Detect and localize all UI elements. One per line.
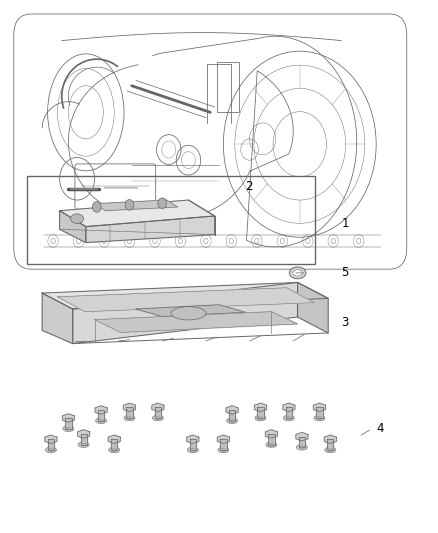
Polygon shape xyxy=(296,432,308,441)
Ellipse shape xyxy=(46,447,57,453)
Polygon shape xyxy=(136,305,245,317)
Polygon shape xyxy=(126,407,133,418)
Polygon shape xyxy=(268,434,275,445)
Polygon shape xyxy=(60,211,86,243)
Ellipse shape xyxy=(289,267,306,279)
Text: 2: 2 xyxy=(245,180,253,193)
Polygon shape xyxy=(95,312,297,333)
Polygon shape xyxy=(86,216,215,243)
Ellipse shape xyxy=(293,270,302,276)
Polygon shape xyxy=(60,200,215,227)
Bar xyxy=(217,62,239,112)
Ellipse shape xyxy=(63,426,74,432)
Polygon shape xyxy=(283,403,295,411)
Polygon shape xyxy=(124,403,135,411)
Ellipse shape xyxy=(124,415,135,421)
Polygon shape xyxy=(220,439,226,450)
Polygon shape xyxy=(95,200,177,211)
Ellipse shape xyxy=(226,418,237,424)
Polygon shape xyxy=(316,407,322,418)
Polygon shape xyxy=(152,403,164,411)
Polygon shape xyxy=(286,407,292,418)
Circle shape xyxy=(158,198,166,208)
Polygon shape xyxy=(155,407,161,418)
Ellipse shape xyxy=(297,445,307,450)
Ellipse shape xyxy=(152,415,163,421)
Bar xyxy=(27,176,315,264)
Polygon shape xyxy=(313,403,325,411)
Circle shape xyxy=(125,199,134,210)
Ellipse shape xyxy=(283,415,294,421)
Polygon shape xyxy=(62,414,74,422)
Polygon shape xyxy=(95,406,107,414)
Text: 1: 1 xyxy=(341,217,349,230)
Polygon shape xyxy=(65,418,71,429)
Polygon shape xyxy=(324,435,336,443)
Text: 4: 4 xyxy=(376,422,384,435)
Ellipse shape xyxy=(325,447,336,453)
Ellipse shape xyxy=(95,418,106,424)
Ellipse shape xyxy=(171,306,206,320)
Polygon shape xyxy=(98,410,104,421)
Polygon shape xyxy=(57,288,314,312)
Polygon shape xyxy=(81,434,87,445)
Polygon shape xyxy=(254,403,267,411)
Ellipse shape xyxy=(187,447,198,453)
Polygon shape xyxy=(48,439,54,450)
Polygon shape xyxy=(299,437,305,447)
Polygon shape xyxy=(108,435,120,443)
Polygon shape xyxy=(78,430,90,438)
Ellipse shape xyxy=(71,214,84,223)
Polygon shape xyxy=(297,282,328,333)
Polygon shape xyxy=(217,435,230,443)
Polygon shape xyxy=(258,407,264,418)
Polygon shape xyxy=(73,282,297,344)
Polygon shape xyxy=(327,439,333,450)
Ellipse shape xyxy=(218,447,229,453)
Polygon shape xyxy=(226,406,238,414)
Text: 5: 5 xyxy=(341,266,349,279)
Polygon shape xyxy=(111,439,117,450)
Ellipse shape xyxy=(314,415,325,421)
Ellipse shape xyxy=(266,442,277,448)
Ellipse shape xyxy=(109,447,120,453)
Polygon shape xyxy=(42,293,73,344)
Ellipse shape xyxy=(78,442,89,448)
Polygon shape xyxy=(229,410,235,421)
Circle shape xyxy=(92,201,101,212)
Polygon shape xyxy=(265,430,277,438)
Ellipse shape xyxy=(255,415,266,421)
Polygon shape xyxy=(190,439,196,450)
Polygon shape xyxy=(42,282,328,309)
Polygon shape xyxy=(45,435,57,443)
Text: 3: 3 xyxy=(341,316,349,329)
Polygon shape xyxy=(187,435,199,443)
